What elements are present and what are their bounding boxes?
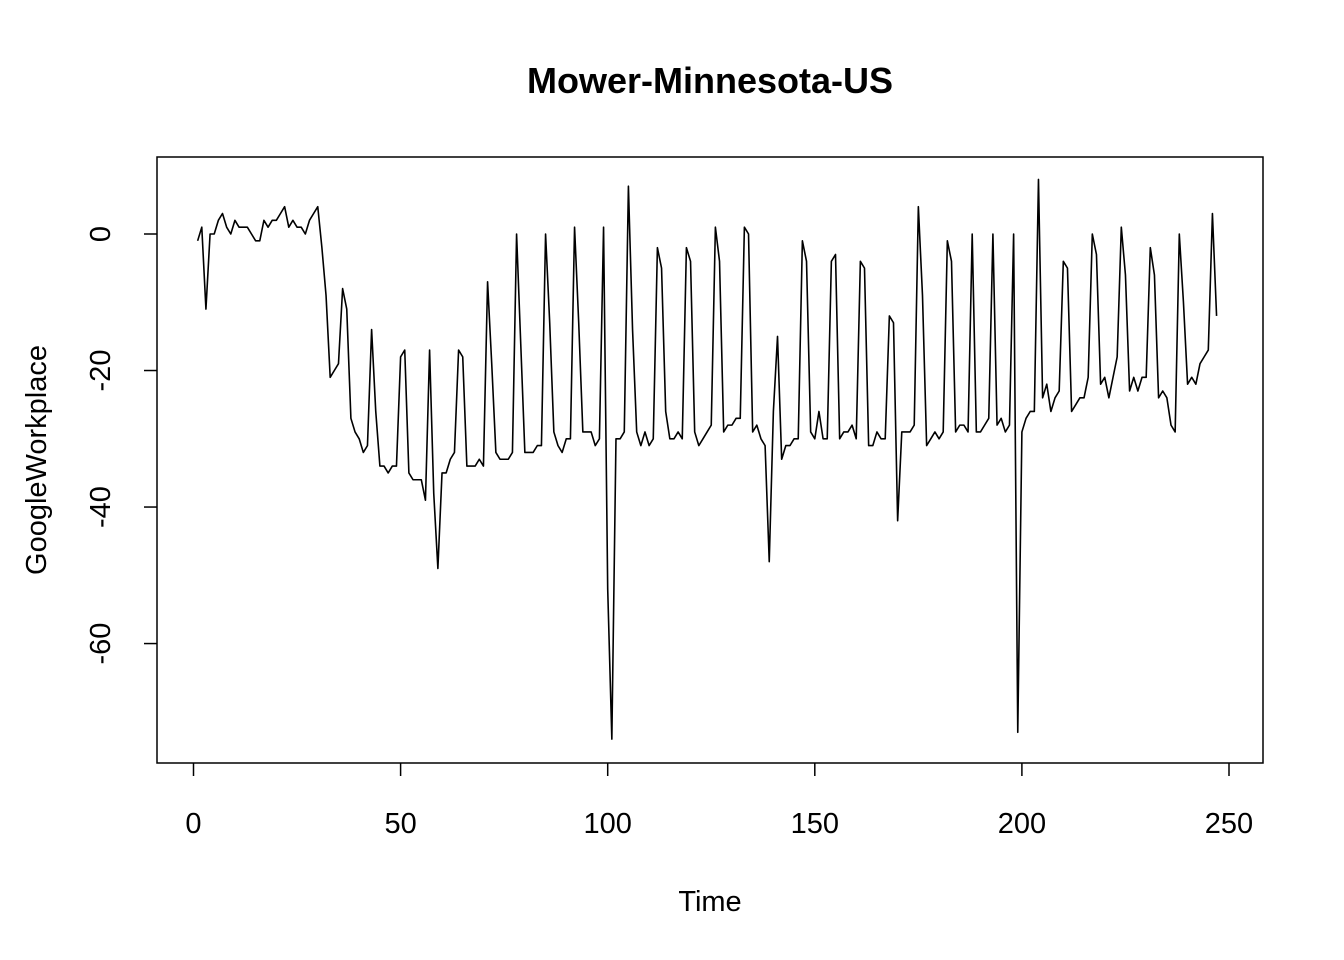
x-axis: 0 50 100 150 200 250: [185, 763, 1253, 840]
x-tick-label: 100: [584, 808, 632, 840]
plot-frame: [156, 156, 1264, 764]
y-tick-label: -20: [85, 350, 117, 392]
series-line: [196, 178, 1218, 740]
x-tick-label: 250: [1205, 808, 1253, 840]
y-tick-label: -60: [85, 623, 117, 665]
x-tick-label: 200: [998, 808, 1046, 840]
x-tick-label: 0: [185, 808, 201, 840]
x-axis-label: Time: [678, 886, 741, 918]
y-axis-label: GoogleWorkplace: [21, 345, 53, 575]
x-tick-label: 150: [791, 808, 839, 840]
x-tick-label: 50: [384, 808, 416, 840]
y-axis: 0 -20 -40 -60: [85, 226, 157, 665]
y-tick-label: 0: [85, 226, 117, 242]
y-tick-label: -40: [85, 486, 117, 528]
chart-title: Mower-Minnesota-US: [527, 60, 893, 101]
